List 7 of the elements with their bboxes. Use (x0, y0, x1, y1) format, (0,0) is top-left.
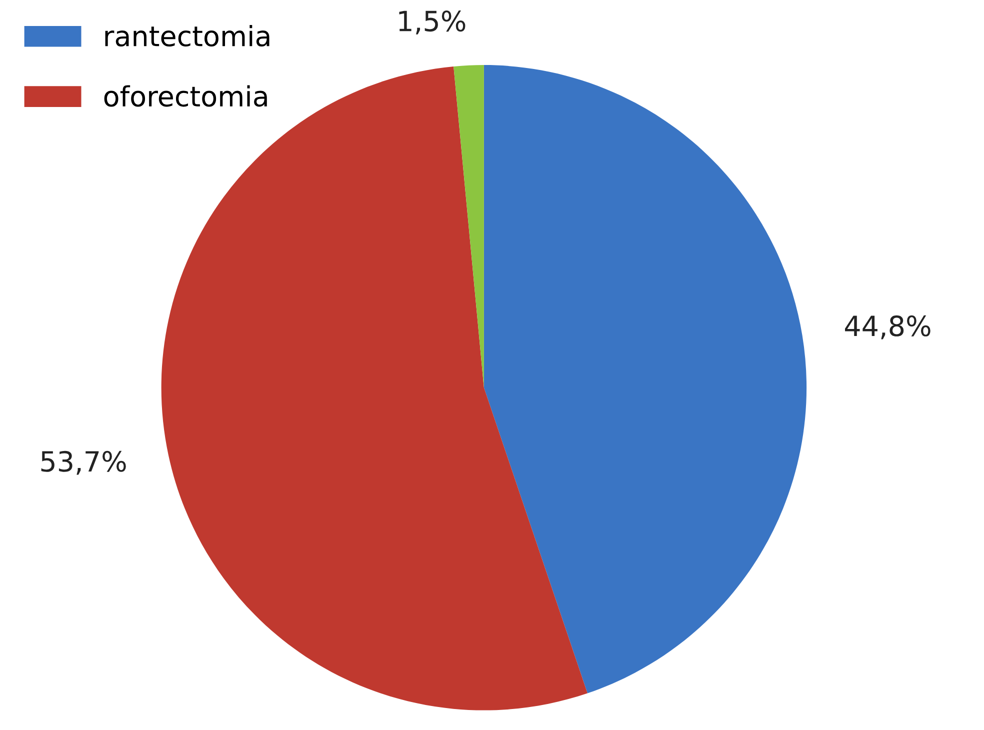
legend-label: rantectomia (105, 25, 270, 46)
pie-slice (484, 65, 807, 694)
data-label: 44,8% (845, 315, 930, 340)
data-label: 53,7% (41, 450, 126, 475)
data-label: 1,5% (399, 10, 466, 34)
legend-label: oforectomia (104, 85, 267, 107)
pie-slice (454, 65, 484, 388)
